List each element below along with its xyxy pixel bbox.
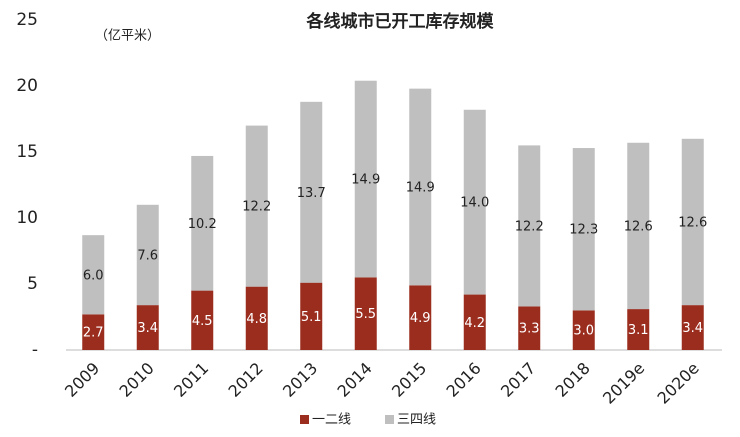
chart-title: 各线城市已开工库存规模 — [306, 11, 495, 32]
bar — [136, 204, 159, 306]
data-label: 3.4 — [137, 321, 158, 336]
bar — [572, 148, 595, 311]
x-tick-label: 2017 — [497, 359, 539, 401]
bar — [245, 286, 268, 350]
legend-label: 三四线 — [397, 413, 436, 428]
data-label: 3.0 — [573, 324, 594, 339]
x-tick-label: 2012 — [225, 359, 267, 401]
data-label: 13.7 — [297, 186, 326, 201]
y-tick-label: 20 — [16, 76, 38, 96]
legend-swatch — [385, 415, 394, 424]
data-label: 12.6 — [624, 219, 653, 234]
data-label: 5.1 — [301, 310, 322, 325]
data-label: 12.6 — [678, 215, 707, 230]
x-tick-label: 2016 — [443, 359, 485, 401]
bar — [82, 314, 105, 350]
bar — [627, 309, 650, 350]
bar — [463, 294, 486, 350]
x-tick-label: 2014 — [334, 359, 376, 401]
bar — [191, 155, 214, 291]
data-label: 3.4 — [682, 321, 703, 336]
x-tick-label: 2015 — [388, 359, 430, 401]
bar — [409, 285, 432, 350]
bar — [518, 306, 541, 350]
unit-note: （亿平米） — [95, 29, 160, 44]
bar — [191, 290, 214, 350]
data-label: 2.7 — [83, 326, 104, 341]
data-label: 12.3 — [569, 223, 598, 238]
data-label: 3.3 — [519, 322, 540, 337]
x-tick-label: 2013 — [279, 359, 321, 401]
x-tick-label: 2018 — [552, 359, 594, 401]
legend-label: 一二线 — [312, 413, 351, 428]
y-tick-label: 5 — [27, 274, 38, 294]
y-tick-label: 10 — [16, 208, 38, 228]
x-tick-label: 2009 — [61, 359, 103, 401]
data-label: 14.0 — [460, 196, 489, 211]
x-tick-label: 2020e — [654, 359, 703, 408]
bar — [463, 109, 486, 295]
bar — [681, 138, 704, 306]
data-label: 6.0 — [83, 268, 104, 283]
data-label: 4.9 — [410, 311, 431, 326]
legend-swatch — [300, 415, 309, 424]
data-label: 7.6 — [137, 248, 158, 263]
y-tick-label: 25 — [16, 10, 38, 30]
bar — [245, 125, 268, 287]
bar — [136, 305, 159, 350]
bar — [354, 277, 377, 350]
bar — [409, 88, 432, 286]
x-tick-label: 2010 — [116, 359, 158, 401]
bar — [300, 282, 323, 350]
x-tick-label: 2019e — [599, 359, 648, 408]
data-label: 5.5 — [355, 307, 376, 322]
bar — [518, 145, 541, 307]
data-label: 3.1 — [628, 323, 649, 338]
data-label: 4.2 — [464, 316, 485, 331]
bar — [627, 142, 650, 310]
data-label: 10.2 — [188, 217, 217, 232]
x-tick-label: 2011 — [170, 359, 212, 401]
data-label: 14.9 — [406, 180, 435, 195]
data-label: 12.2 — [242, 200, 271, 215]
bar — [572, 310, 595, 350]
bar — [681, 305, 704, 350]
bar — [300, 101, 323, 283]
data-label: 4.8 — [246, 312, 267, 327]
y-tick-label: - — [32, 340, 38, 360]
data-label: 14.9 — [351, 173, 380, 188]
y-tick-label: 15 — [16, 142, 38, 162]
bar — [82, 235, 105, 315]
data-label: 12.2 — [515, 219, 544, 234]
bar — [354, 80, 377, 278]
data-label: 4.5 — [192, 314, 213, 329]
